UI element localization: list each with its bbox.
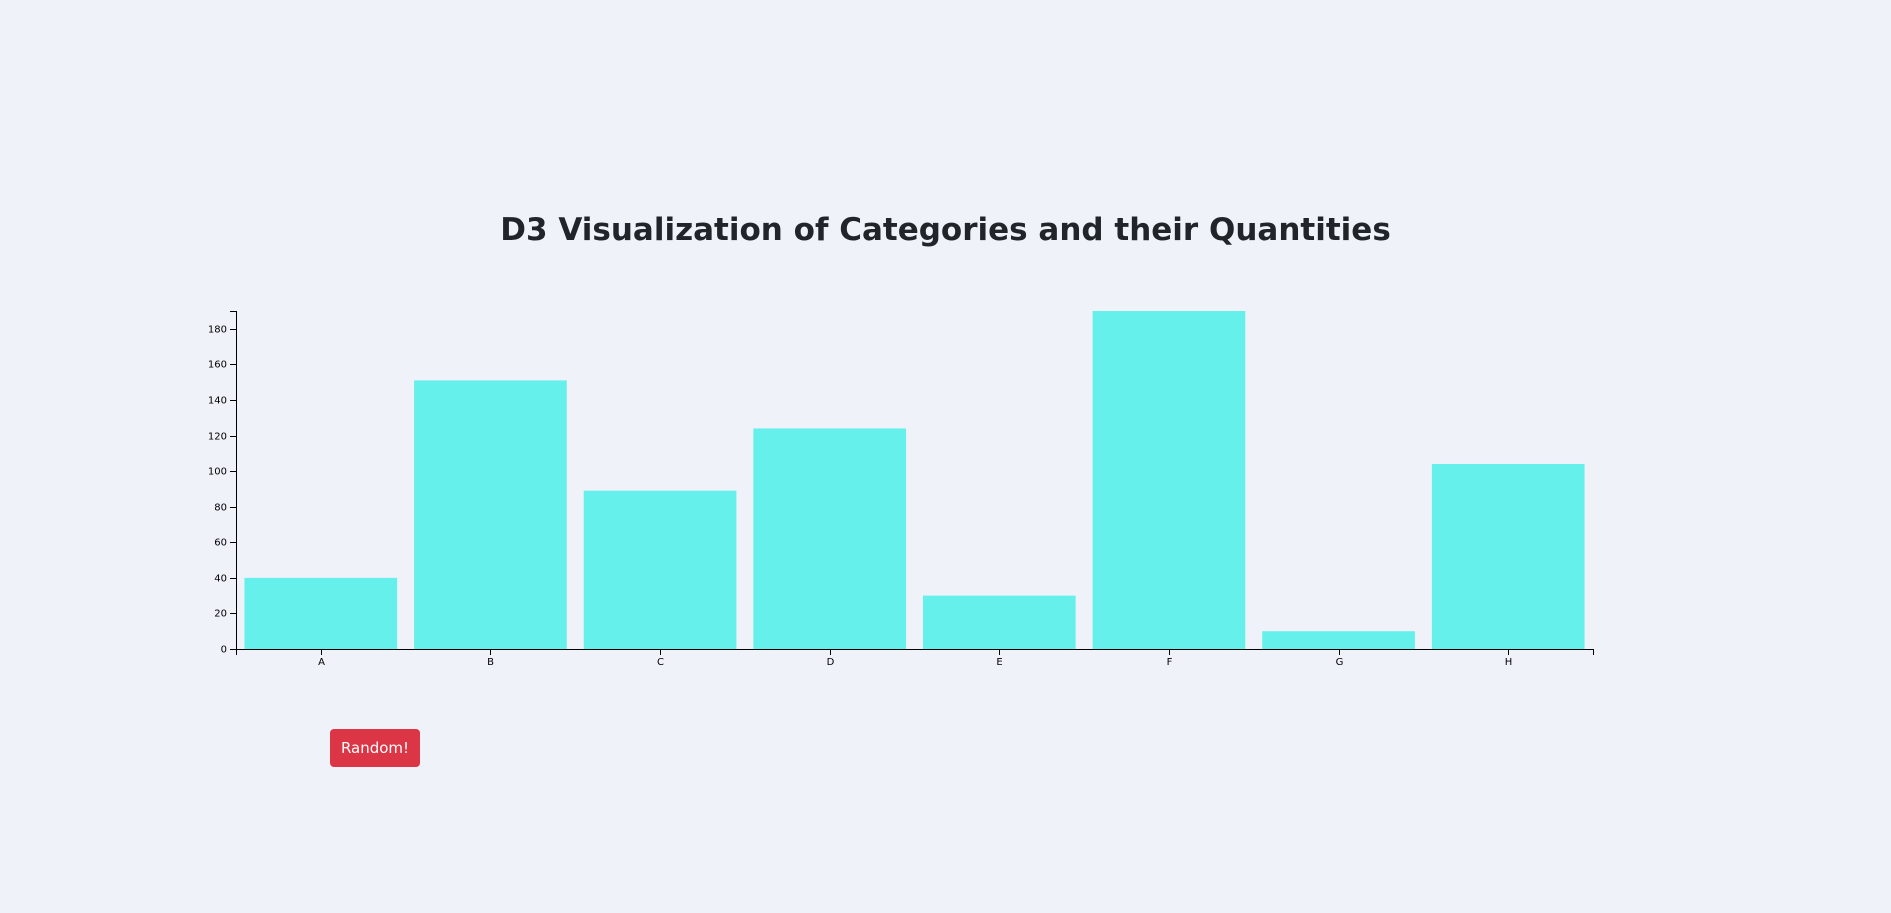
y-tick-label: 120 [208, 432, 227, 443]
bar-h [1431, 463, 1585, 649]
x-axis-line [236, 649, 1594, 655]
y-tick-label: 180 [208, 325, 227, 336]
y-axis-line [230, 311, 237, 650]
bar-d [753, 428, 907, 649]
bar-b [414, 380, 567, 649]
y-tick-label: 20 [214, 609, 227, 620]
x-tick-label: E [996, 657, 1002, 668]
page-title: D3 Visualization of Categories and their… [500, 212, 1391, 248]
x-tick-label: F [1167, 657, 1173, 668]
y-tick-label: 60 [214, 538, 227, 549]
x-tick-label: H [1505, 657, 1513, 668]
bar-f [1092, 311, 1246, 649]
bar-c [583, 490, 737, 649]
y-axis: 0 20 40 60 80 100 120 140 160 180 [208, 311, 237, 656]
bar-g [1262, 631, 1415, 649]
y-tick-label: 160 [208, 360, 227, 371]
y-tick-label: 80 [214, 503, 227, 514]
x-tick-label: G [1336, 657, 1344, 668]
bars [244, 311, 1585, 649]
y-tick-label: 100 [208, 467, 227, 478]
x-tick-label: C [657, 657, 664, 668]
bar-e [922, 595, 1076, 649]
y-tick-label: 0 [221, 645, 227, 656]
x-axis: A B C D E F G H [236, 649, 1594, 668]
y-tick-label: 40 [214, 574, 227, 585]
x-tick-label: A [318, 657, 325, 668]
x-tick-label: B [487, 657, 494, 668]
bar-a [244, 577, 398, 649]
x-tick-label: D [827, 657, 835, 668]
random-button[interactable]: Random! [330, 729, 420, 767]
y-tick-label: 140 [208, 396, 227, 407]
